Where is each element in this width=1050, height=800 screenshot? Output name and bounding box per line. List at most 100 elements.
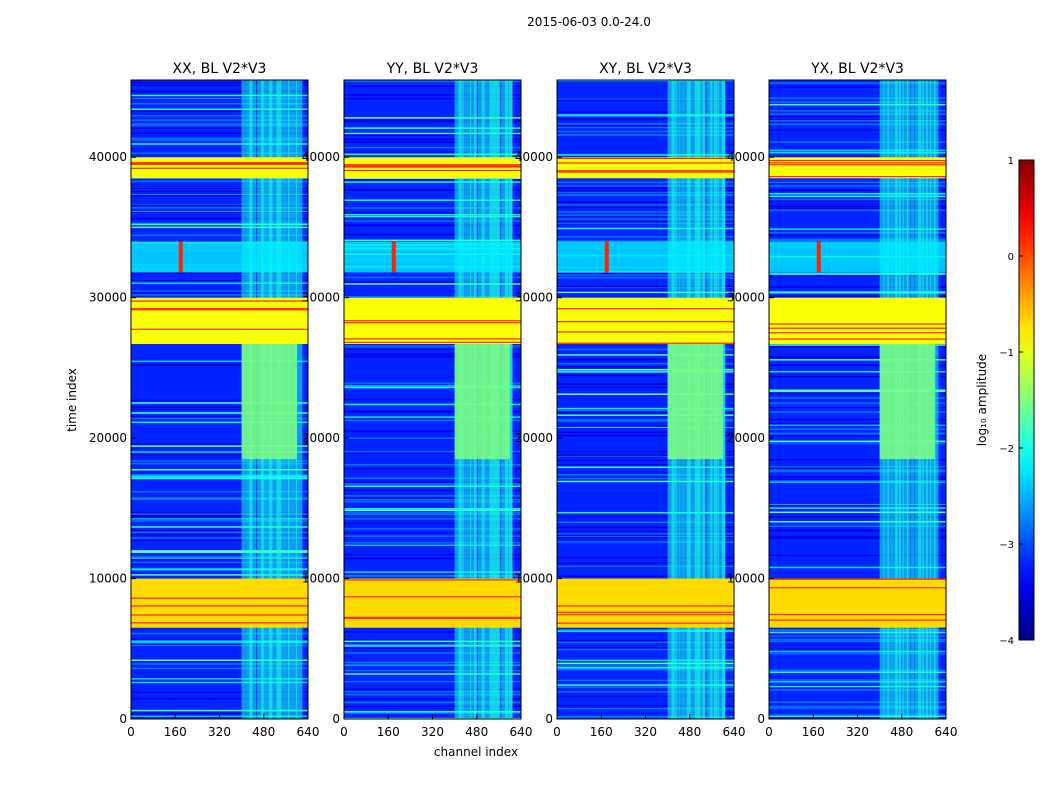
flag-line xyxy=(344,169,521,172)
colorbar: 1 0 −1 −2 −3 −4 log₁₀ amplitude xyxy=(975,156,1035,647)
time-stripe xyxy=(344,94,521,96)
time-stripe xyxy=(131,406,308,408)
time-stripe xyxy=(557,181,734,183)
time-stripe xyxy=(557,348,734,351)
y-tick-label: 30000 xyxy=(515,291,553,305)
time-stripe xyxy=(557,80,734,82)
time-stripe xyxy=(344,410,521,413)
time-stripe xyxy=(344,403,521,406)
time-stripe xyxy=(557,194,734,196)
time-stripe xyxy=(557,276,734,279)
time-stripe xyxy=(344,464,521,466)
time-stripe xyxy=(557,285,734,288)
time-stripe xyxy=(344,207,521,209)
time-stripe xyxy=(344,127,521,129)
time-stripe xyxy=(344,477,521,480)
time-stripe xyxy=(131,490,308,493)
x-tick-label: 0 xyxy=(340,725,348,739)
time-stripe xyxy=(344,220,521,222)
time-stripe xyxy=(131,96,308,99)
time-stripe xyxy=(344,296,521,298)
x-tick-label: 160 xyxy=(164,725,187,739)
time-stripe xyxy=(344,348,521,350)
time-stripe xyxy=(557,450,734,453)
time-stripe xyxy=(557,374,734,376)
time-stripe xyxy=(344,437,521,439)
time-stripe xyxy=(557,515,734,517)
x-tick-label: 480 xyxy=(252,725,275,739)
flagged-band xyxy=(769,297,946,345)
time-stripe xyxy=(557,214,734,216)
flagged-band xyxy=(557,578,734,628)
time-stripe xyxy=(344,647,521,649)
time-stripe xyxy=(769,295,946,297)
x-tick-label: 480 xyxy=(678,725,701,739)
time-stripe xyxy=(769,238,946,241)
time-stripe xyxy=(131,222,308,225)
panel-2: XY, BL V2*V3 0 160 320 480 640 0 10000 20000 3000… xyxy=(515,61,746,739)
panel-title: YY, BL V2*V3 xyxy=(386,61,479,77)
bright-spot xyxy=(391,241,396,273)
time-stripe xyxy=(769,185,946,187)
time-stripe xyxy=(344,498,521,501)
time-stripe xyxy=(769,635,946,637)
flag-line xyxy=(131,300,308,302)
time-stripe xyxy=(131,271,308,274)
time-stripe xyxy=(769,705,946,708)
time-stripe xyxy=(131,415,308,418)
time-stripe xyxy=(769,630,946,633)
time-stripe xyxy=(131,497,308,499)
time-stripe xyxy=(557,117,734,120)
time-stripe xyxy=(131,460,308,462)
time-stripe xyxy=(769,97,946,99)
time-stripe xyxy=(557,459,734,462)
time-stripe xyxy=(131,475,308,477)
time-stripe xyxy=(769,423,946,425)
time-stripe xyxy=(131,94,308,97)
time-stripe xyxy=(344,698,521,700)
flagged-band xyxy=(131,297,308,345)
time-stripe xyxy=(131,518,308,521)
active-band xyxy=(879,344,935,460)
time-stripe xyxy=(131,712,308,715)
rfi-channel xyxy=(933,80,939,719)
time-stripe xyxy=(769,129,946,131)
time-stripe xyxy=(557,648,734,651)
time-stripe xyxy=(344,711,521,713)
time-stripe xyxy=(131,207,308,209)
time-stripe xyxy=(769,520,946,523)
time-stripe xyxy=(344,213,521,216)
time-stripe xyxy=(769,681,946,683)
time-stripe xyxy=(344,645,521,647)
time-stripe xyxy=(344,146,521,149)
time-stripe xyxy=(131,132,308,134)
time-stripe xyxy=(131,119,308,121)
time-stripe xyxy=(344,85,521,87)
time-stripe xyxy=(131,294,308,296)
time-stripe xyxy=(131,451,308,453)
time-stripe xyxy=(769,476,946,478)
time-stripe xyxy=(769,419,946,421)
colorbar-tick-label: −1 xyxy=(999,348,1014,359)
flag-line xyxy=(557,331,734,333)
time-stripe xyxy=(557,201,734,203)
x-tick-label: 0 xyxy=(553,725,561,739)
time-stripe xyxy=(769,424,946,426)
time-stripe xyxy=(769,470,946,473)
time-stripe xyxy=(344,542,521,544)
time-stripe xyxy=(769,504,946,507)
time-stripe xyxy=(344,215,521,218)
time-stripe xyxy=(557,412,734,414)
time-stripe xyxy=(769,195,946,198)
time-stripe xyxy=(131,691,308,693)
time-stripe xyxy=(557,211,734,213)
time-stripe xyxy=(344,138,521,141)
time-stripe xyxy=(769,402,946,404)
flag-line xyxy=(131,167,308,169)
time-stripe xyxy=(769,480,946,482)
time-stripe xyxy=(769,537,946,539)
time-stripe xyxy=(344,680,521,683)
y-tick-label: 20000 xyxy=(727,431,765,445)
colorbar-label: log₁₀ amplitude xyxy=(975,354,989,446)
time-stripe xyxy=(557,426,734,428)
